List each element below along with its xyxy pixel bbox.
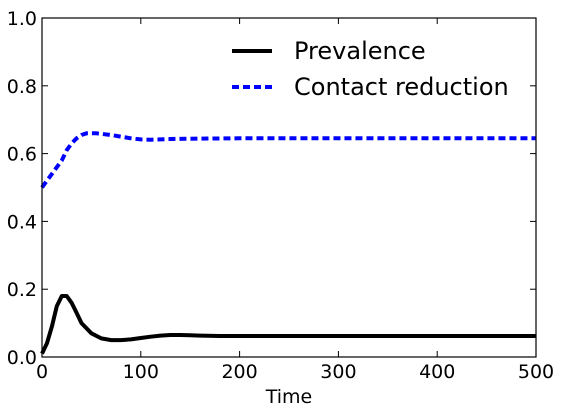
x-tick-label: 100 bbox=[123, 361, 159, 383]
x-axis-label: Time bbox=[265, 386, 313, 408]
y-tick-label: 1.0 bbox=[7, 8, 37, 30]
y-tick-label: 0.2 bbox=[7, 279, 37, 301]
x-tick-label: 300 bbox=[320, 361, 356, 383]
x-tick-label: 500 bbox=[518, 361, 554, 383]
y-tick-label: 0.6 bbox=[7, 144, 37, 166]
legend: Prevalence Contact reduction bbox=[232, 37, 509, 101]
x-tick-label: 200 bbox=[221, 361, 257, 383]
legend-label-1: Contact reduction bbox=[294, 73, 509, 101]
x-tick-label: 0 bbox=[36, 361, 48, 383]
y-tick-label: 0.8 bbox=[7, 76, 37, 98]
y-tick-label: 0.4 bbox=[7, 211, 37, 233]
y-tick-label: 0.0 bbox=[7, 347, 37, 369]
series-line-0 bbox=[40, 294, 536, 355]
x-tick-label: 400 bbox=[419, 361, 455, 383]
chart-marks bbox=[40, 131, 536, 355]
plot-frame bbox=[41, 17, 537, 358]
series-line-1 bbox=[40, 131, 536, 189]
legend-label-0: Prevalence bbox=[294, 37, 426, 65]
axis-ticks: 0 100 200 300 400 500 0.0 0.2 0.4 0.6 0.8 1.0 bbox=[7, 8, 554, 383]
